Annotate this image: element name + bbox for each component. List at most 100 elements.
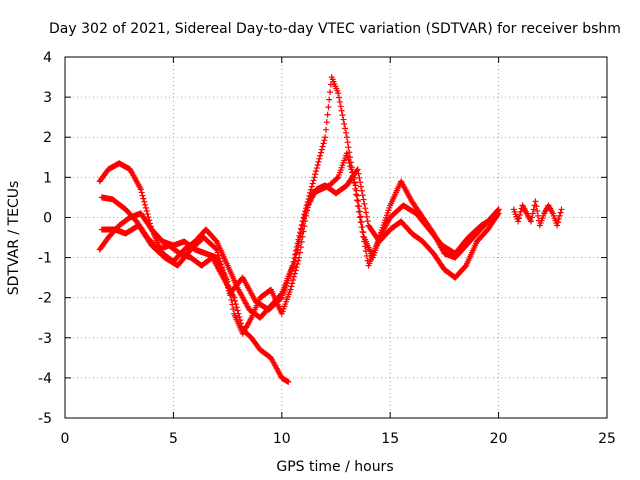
x-axis-label: GPS time / hours [276,459,393,475]
data-point-marker [314,161,321,168]
data-point-marker [555,216,562,223]
data-point-marker [309,180,316,187]
series-track-1 [96,74,502,321]
data-point-marker [303,210,310,217]
data-point-marker [528,214,535,221]
data-point-marker [356,214,363,221]
y-tick-label: 0 [43,210,52,226]
data-point-marker [336,94,343,101]
data-point-marker [344,153,351,160]
data-point-marker [300,218,307,225]
data-point-marker [319,143,326,150]
data-point-marker [349,172,356,179]
data-point-marker [295,242,302,249]
data-point-marker [360,196,367,203]
data-point-marker [360,229,367,236]
data-point-marker [326,96,333,103]
data-point-marker [340,116,347,123]
data-point-marker [231,297,238,304]
data-point-marker [337,103,344,110]
data-point-marker [327,89,334,96]
data-point-marker [354,192,361,199]
y-tick-label: -5 [38,411,52,427]
data-point-marker [322,126,329,133]
data-point-marker [350,175,357,182]
data-point-marker [303,207,310,214]
data-point-marker [345,156,352,163]
chart-title: Day 302 of 2021, Sidereal Day-to-day VTE… [49,21,621,37]
data-point-marker [363,252,370,259]
data-point-marker [556,212,563,219]
data-point-marker [554,222,561,229]
data-point-marker [343,134,350,141]
data-point-marker [315,158,322,165]
y-tick-label: 4 [43,50,52,66]
data-point-marker [341,120,348,127]
data-point-marker [222,275,229,282]
data-point-marker [335,90,342,97]
data-point-marker [293,250,300,257]
data-point-marker [216,255,223,262]
data-point-marker [516,212,523,219]
data-point-marker [290,277,297,284]
data-point-marker [316,155,323,162]
data-point-marker [307,186,314,193]
data-point-marker [277,295,284,302]
y-tick-label: 2 [43,130,52,146]
data-point-marker [334,175,341,182]
data-point-marker [215,252,222,259]
data-point-marker [343,150,350,157]
data-point-marker [229,301,236,308]
data-point-marker [352,182,359,189]
data-point-marker [220,270,227,277]
data-point-marker [312,171,319,178]
data-point-marker [363,213,370,220]
data-point-marker [357,213,364,220]
data-point-marker [288,283,295,290]
data-point-marker [346,159,353,166]
x-tick-label: 10 [273,431,291,447]
y-tick-label: -1 [38,251,52,267]
data-point-marker [223,278,230,285]
grid-lines [65,57,607,418]
data-point-marker [358,183,365,190]
data-point-marker [218,261,225,268]
x-tick-label: 0 [61,431,70,447]
y-tick-label: 3 [43,90,52,106]
data-point-marker [311,174,318,181]
data-point-marker [344,139,351,146]
data-point-marker [327,81,334,88]
data-point-marker [363,209,370,216]
data-point-marker [323,119,330,126]
data-point-marker [318,146,325,153]
data-point-marker [295,257,302,264]
data-point-marker [289,280,296,287]
data-point-marker [354,166,361,173]
data-point-marker [322,134,329,141]
data-point-marker [324,111,331,118]
data-point-marker [358,218,365,225]
data-point-marker [143,207,150,214]
data-point-marker [532,198,539,205]
data-point-marker [359,192,366,199]
data-point-marker [214,249,221,256]
data-point-marker [312,168,319,175]
data-series [96,74,565,385]
data-point-marker [358,187,365,194]
data-point-marker [299,222,306,229]
series-track-3 [96,166,502,337]
data-point-marker [342,129,349,136]
data-point-marker [287,286,294,293]
data-point-marker [355,203,362,210]
data-point-marker [305,201,312,208]
data-point-marker [142,204,149,211]
y-tick-label: -2 [38,291,52,307]
y-axis-label: SDTVAR / TECUs [6,181,22,296]
data-point-marker [534,208,541,215]
data-point-marker [361,200,368,207]
data-point-marker [530,206,537,213]
data-point-marker [355,197,362,204]
data-point-marker [292,267,299,274]
series-track-4 [98,150,502,313]
